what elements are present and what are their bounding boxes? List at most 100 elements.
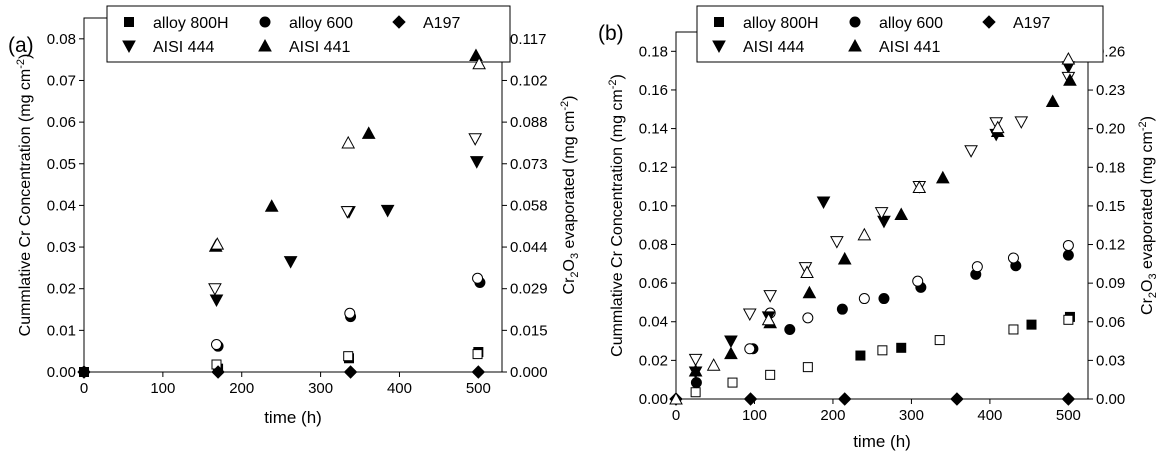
x-tick-label: 0 bbox=[80, 380, 88, 397]
y2-tick-label: 0.029 bbox=[510, 281, 548, 298]
data-points bbox=[77, 48, 486, 379]
data-point-circle-filled bbox=[836, 303, 848, 315]
y-axis-label: Cummlative Cr Concentration (mg cm-2) bbox=[607, 74, 626, 357]
data-point-tri-up-filled bbox=[1045, 94, 1060, 108]
y2-tick-label: 0.102 bbox=[510, 72, 548, 89]
y2-tick-label: 0.044 bbox=[510, 239, 548, 256]
data-point-tri-up-filled bbox=[894, 207, 909, 221]
legend-entry-label: AISI 444 bbox=[153, 39, 214, 56]
data-point-circle-open bbox=[344, 307, 356, 319]
chart-panel-a: 0 100 200 300 400 500 0.00 0.01 0.02 0.03 0.04 0.05… bbox=[8, 5, 581, 427]
y2-tick-label: 0.18 bbox=[1096, 159, 1125, 176]
data-point-diamond-filled bbox=[343, 365, 358, 379]
y-tick-label: 0.14 bbox=[639, 121, 668, 138]
data-point-circle-filled bbox=[1062, 249, 1074, 261]
data-point-tri-up-open bbox=[990, 120, 1005, 134]
y2-tick-label: 0.015 bbox=[510, 322, 548, 339]
data-point-tri-down-open bbox=[688, 353, 703, 367]
data-point-tri-up-filled bbox=[688, 363, 703, 377]
y2-tick-label: 0.00 bbox=[1096, 391, 1125, 408]
data-point-tri-up-filled bbox=[935, 170, 950, 184]
plot-frame bbox=[83, 17, 503, 373]
y2-axis-label: Cr2O3 evaporated (mg cm-2) bbox=[1137, 116, 1159, 315]
data-point-tri-down-filled bbox=[816, 196, 831, 210]
data-point-diamond-filled bbox=[471, 365, 486, 379]
y-axis-label: Cummlative Cr Concentration (mg cm-2) bbox=[15, 54, 34, 337]
y-tick-label: 0.08 bbox=[47, 31, 76, 48]
data-point-tri-down-open bbox=[468, 133, 483, 146]
panel-letter: (b) bbox=[598, 22, 624, 45]
data-point-diamond-filled bbox=[950, 392, 964, 406]
x-tick-label: 200 bbox=[229, 380, 254, 397]
legend-marker-tri-up bbox=[848, 38, 862, 52]
data-point-tri-up-open bbox=[857, 227, 872, 241]
x-tick-label: 500 bbox=[1056, 407, 1081, 424]
legend-marker-square bbox=[124, 17, 134, 27]
legend-marker-tri-down bbox=[122, 40, 136, 54]
data-point-tri-up-open bbox=[472, 56, 486, 70]
legend-entry-label: alloy 800H bbox=[153, 15, 229, 32]
y-axis-label-end: ) bbox=[17, 54, 34, 59]
data-point-square-open bbox=[1063, 314, 1074, 325]
y2-axis-label: Cr2O3 evaporated (mg cm-2) bbox=[559, 96, 581, 295]
data-point-square-open bbox=[472, 349, 483, 360]
y-axis-label-text: Cummlative Cr Concentration (mg cm bbox=[17, 69, 34, 337]
y2-tick-label: 0.03 bbox=[1096, 352, 1125, 369]
y2-axis-label-part: ) bbox=[1139, 116, 1156, 121]
data-point-circle-open bbox=[912, 275, 924, 287]
legend-marker-diamond bbox=[982, 15, 996, 29]
y2-tick-label: 0.117 bbox=[510, 31, 546, 48]
data-point-square-open bbox=[765, 369, 776, 380]
x-tick-label: 100 bbox=[742, 407, 767, 424]
y2-axis-label-part: Cr bbox=[1139, 297, 1156, 315]
y-tick-label: 0.07 bbox=[47, 72, 76, 89]
data-point-tri-up-open bbox=[912, 180, 927, 193]
legend-entry-label: alloy 800H bbox=[743, 15, 819, 32]
data-point-tri-down-open bbox=[340, 206, 355, 219]
data-point-square-filled bbox=[855, 350, 866, 361]
data-point-tri-up-open bbox=[800, 265, 814, 278]
y-tick-label: 0.00 bbox=[639, 391, 668, 408]
data-point-tri-down-open bbox=[208, 283, 222, 296]
y-tick-label: 0.03 bbox=[47, 239, 76, 256]
data-point-diamond-filled bbox=[211, 365, 225, 379]
data-point-tri-down-filled bbox=[724, 335, 738, 349]
data-point-circle-open bbox=[802, 312, 814, 324]
data-point-tri-up-open bbox=[669, 391, 683, 405]
x-tick-label: 300 bbox=[308, 380, 333, 397]
data-point-tri-up-filled bbox=[802, 285, 817, 299]
y2-axis-label-part: O bbox=[1139, 280, 1156, 292]
legend-entry-label: AISI 441 bbox=[289, 39, 350, 56]
y2-axis-label-part: evaporated (mg cm bbox=[561, 111, 578, 253]
y2-axis-label-part: Cr bbox=[561, 277, 578, 295]
data-point-tri-down-open bbox=[1014, 116, 1029, 129]
y2-axis-label-part: 3 bbox=[569, 253, 581, 259]
x-tick-label: 200 bbox=[820, 407, 845, 424]
legend-entry-label: alloy 600 bbox=[289, 15, 353, 32]
y-tick-label: 0.06 bbox=[47, 114, 76, 131]
data-point-circle-filled bbox=[784, 323, 796, 335]
data-point-square-open bbox=[802, 362, 813, 373]
y-tick-label: 0.00 bbox=[47, 364, 76, 381]
legend-entry-label: A197 bbox=[1013, 15, 1050, 32]
data-point-diamond-filled bbox=[1061, 392, 1076, 406]
data-point-tri-up-filled bbox=[837, 251, 852, 265]
y-axis-label-text: Cummlative Cr Concentration (mg cm bbox=[609, 89, 626, 357]
data-point-tri-down-filled bbox=[283, 256, 298, 269]
data-point-tri-down-open bbox=[874, 207, 889, 220]
y-axis-label-sup: -2 bbox=[15, 59, 27, 69]
legend-entry-label: A197 bbox=[423, 15, 460, 32]
x-axis-label: time (h) bbox=[853, 432, 911, 451]
y2-tick-label: 0.20 bbox=[1096, 121, 1125, 138]
data-point-tri-up-filled bbox=[724, 346, 738, 360]
legend-entry-label: AISI 444 bbox=[743, 39, 804, 56]
y-tick-label: 0.12 bbox=[639, 159, 668, 176]
y-tick-label: 0.04 bbox=[47, 197, 76, 214]
data-point-circle-open bbox=[971, 261, 983, 273]
data-points bbox=[669, 51, 1077, 406]
data-point-tri-down-filled bbox=[380, 204, 395, 218]
data-point-circle-open bbox=[472, 272, 484, 284]
data-point-tri-up-filled bbox=[1063, 73, 1077, 86]
legend-entry-label: AISI 441 bbox=[879, 39, 940, 56]
